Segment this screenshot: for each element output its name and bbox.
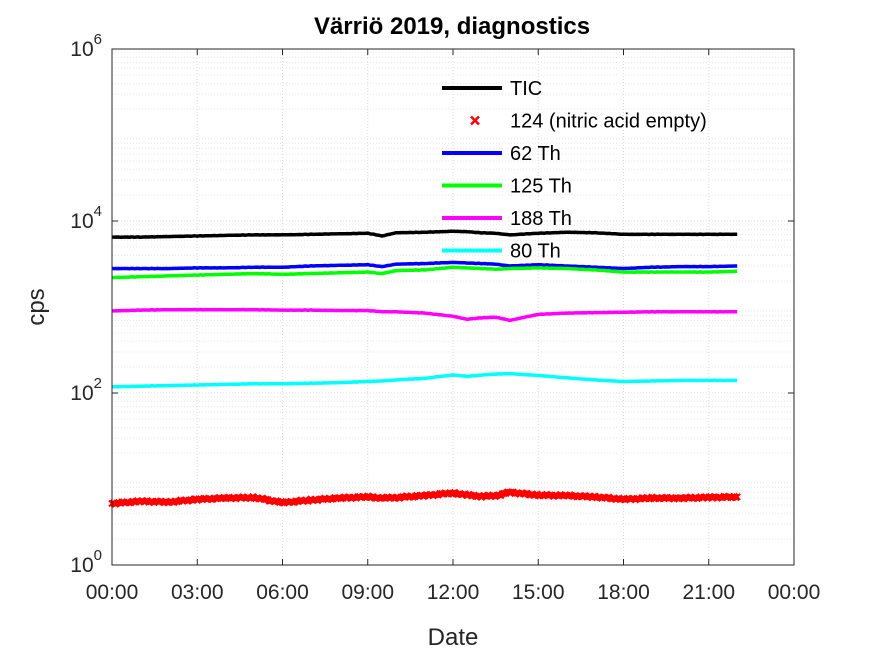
legend-label: 124 (nitric acid empty): [510, 111, 707, 133]
data-marker: [733, 493, 741, 501]
x-tick-label: 15:00: [512, 581, 565, 604]
chart-title: Värriö 2019, diagnostics: [314, 13, 590, 40]
series-layer: [108, 229, 741, 508]
series-80-th: [112, 371, 738, 389]
y-tick-label: 102: [70, 375, 102, 405]
legend-item-188-th: 188 Th: [442, 208, 572, 230]
series-line: [112, 307, 738, 323]
legend-item-124-nitric-acid-empty: 124 (nitric acid empty): [470, 111, 707, 133]
x-tick-label: 00:00: [768, 581, 821, 604]
x-tick-label: 03:00: [171, 581, 224, 604]
x-tick-label: 00:00: [86, 581, 139, 604]
y-axis: 100 102 104 106: [70, 31, 794, 577]
x-tick-label: 06:00: [256, 581, 309, 604]
series-188-th: [112, 307, 738, 323]
legend-item-80-th: 80 Th: [442, 241, 561, 263]
series-line: [112, 229, 738, 240]
legend-item-tic: TIC: [442, 78, 542, 100]
legend-label: 188 Th: [510, 208, 572, 230]
legend-label: 80 Th: [510, 241, 561, 263]
series-125-th: [111, 265, 738, 280]
x-tick-label: 21:00: [682, 581, 735, 604]
legend-marker: [470, 115, 480, 126]
series-line: [111, 265, 738, 280]
y-axis-label: cps: [23, 288, 50, 325]
series-line: [111, 260, 738, 271]
series-62-th: [111, 260, 738, 271]
series-124-nitric-acid-empty: [108, 488, 741, 508]
y-tick-label: 104: [70, 203, 102, 233]
legend-label: TIC: [510, 78, 542, 100]
legend-label: 62 Th: [510, 143, 561, 165]
legend-item-62-th: 62 Th: [442, 143, 561, 165]
series-tic: [112, 229, 738, 240]
x-tick-label: 12:00: [427, 581, 480, 604]
x-axis-label: Date: [428, 624, 479, 651]
x-tick-label: 09:00: [341, 581, 394, 604]
series-line: [112, 371, 738, 389]
legend-label: 125 Th: [510, 176, 572, 198]
y-tick-label: 100: [70, 547, 102, 577]
legend-item-125-th: 125 Th: [442, 176, 572, 198]
legend: TIC 124 (nitric acid empty) 62 Th 125 Th 188…: [442, 78, 707, 263]
x-axis: 00:00 03:00 06:00 09:00 12:00 15:00 18:00 21:00…: [86, 49, 821, 604]
x-tick-label: 18:00: [597, 581, 650, 604]
y-tick-label: 106: [70, 31, 102, 61]
